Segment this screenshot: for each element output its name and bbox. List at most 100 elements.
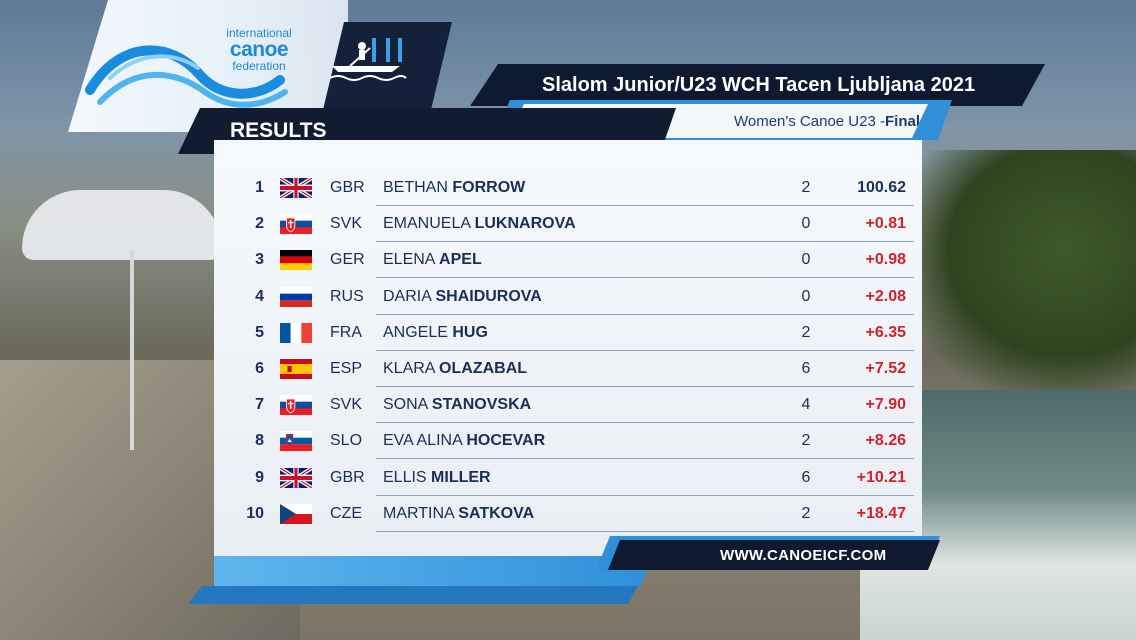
flag-ru-icon: [280, 286, 312, 307]
footer-accent-1: [214, 556, 654, 586]
nation-code: ESP: [330, 360, 363, 377]
logo-line-1: international: [226, 26, 292, 40]
last-name: MILLER: [431, 468, 491, 486]
time: +7.52: [865, 360, 906, 377]
rank: 8: [255, 432, 264, 450]
time: +18.47: [856, 504, 906, 522]
first-name: ELENA: [383, 251, 435, 269]
flag-de-icon: [280, 250, 312, 271]
flag-cz-icon: [280, 503, 312, 524]
flag-fr-icon: [280, 322, 312, 343]
last-name: LUKNAROVA: [474, 215, 576, 233]
time: 100.62: [857, 179, 906, 196]
first-name: DARIA: [383, 287, 432, 305]
athlete-name: MARTINA SATKOVA: [383, 505, 534, 523]
result-row: 2 SVK EMANUELA LUKNAROVA 0 +0.81: [238, 206, 914, 243]
rank: 3: [255, 251, 264, 269]
time: +2.08: [865, 287, 906, 305]
rank: 7: [255, 396, 264, 414]
phase-label: Final: [884, 112, 920, 130]
athlete-name: SONA STANOVSKA: [383, 396, 531, 414]
last-name: HUG: [452, 323, 488, 341]
penalties: 6: [801, 360, 811, 377]
time: +0.98: [865, 251, 906, 269]
flag-si-icon: [280, 431, 312, 452]
logo-line-3: federation: [232, 59, 286, 73]
athlete-name: EMANUELA LUKNAROVA: [383, 215, 576, 233]
nation-code: RUS: [330, 287, 364, 305]
logo-line-2: canoe: [229, 38, 289, 61]
first-name: SONA: [383, 396, 428, 414]
athlete-name: KLARA OLAZABAL: [383, 360, 527, 378]
rank: 10: [246, 504, 264, 522]
icf-wave-logo-icon: [85, 45, 288, 108]
result-row: 1 GBR BETHAN FORROW 2 100.62: [238, 170, 914, 206]
time: +10.21: [856, 468, 906, 486]
rank: 1: [255, 179, 264, 196]
category-label: Women's Canoe U23 -: [733, 112, 885, 130]
result-row: 4 RUS DARIA SHAIDUROVA 0 +2.08: [238, 279, 914, 315]
row-separator: [376, 530, 914, 532]
row-separator: [376, 241, 914, 243]
first-name: BETHAN: [383, 179, 448, 196]
time: +8.26: [865, 432, 906, 450]
first-name: EMANUELA: [383, 215, 471, 233]
result-row: 8 SLO EVA ALINA HOCEVAR 2 +8.26: [238, 423, 914, 460]
row-separator: [376, 277, 914, 279]
last-name: SATKOVA: [458, 504, 535, 522]
penalties: 2: [801, 323, 811, 341]
flag-es-icon: [280, 359, 312, 379]
penalties: 2: [801, 179, 811, 196]
row-separator: [376, 313, 914, 315]
rank: 6: [255, 360, 264, 377]
nation-code: CZE: [330, 504, 362, 522]
last-name: STANOVSKA: [431, 396, 532, 414]
result-row: 6 ESP KLARA OLAZABAL 6 +7.52: [238, 351, 914, 387]
row-separator: [376, 205, 914, 206]
first-name: ELLIS: [383, 468, 427, 486]
row-separator: [376, 386, 914, 387]
result-row: 10 CZE MARTINA SATKOVA 2 +18.47: [238, 496, 914, 532]
flag-sk-icon: [280, 395, 312, 416]
last-name: SHAIDUROVA: [435, 287, 542, 305]
penalties: 4: [801, 396, 811, 414]
nation-code: GER: [330, 251, 365, 269]
row-separator: [376, 349, 914, 351]
first-name: MARTINA: [383, 504, 454, 522]
time: +6.35: [865, 323, 906, 341]
result-row: 3 GER ELENA APEL 0 +0.98: [238, 242, 914, 279]
nation-code: GBR: [330, 179, 365, 196]
umbrella-pole: [130, 250, 134, 450]
row-separator: [376, 494, 914, 496]
athlete-name: ANGELE HUG: [383, 324, 488, 342]
athlete-name: ELLIS MILLER: [383, 469, 491, 487]
result-row: 7 SVK SONA STANOVSKA 4 +7.90: [238, 387, 914, 424]
penalties: 0: [801, 215, 811, 233]
athlete-name: BETHAN FORROW: [383, 179, 525, 197]
rank: 2: [255, 215, 264, 233]
umbrella: [22, 190, 222, 260]
athlete-name: ELENA APEL: [383, 251, 482, 269]
rank: 4: [255, 287, 264, 305]
nation-code: GBR: [330, 468, 365, 486]
last-name: HOCEVAR: [466, 432, 546, 450]
row-separator: [376, 458, 914, 460]
first-name: KLARA: [383, 360, 435, 377]
penalties: 6: [801, 468, 811, 486]
nation-code: SLO: [330, 432, 363, 450]
penalties: 2: [801, 504, 811, 522]
flag-gb-icon: [280, 178, 312, 198]
rank: 5: [255, 323, 264, 341]
trees: [900, 150, 1136, 400]
result-row: 5 FRA ANGELE HUG 2 +6.35: [238, 315, 914, 351]
website-url: WWW.CANOEICF.COM: [608, 540, 940, 570]
last-name: OLAZABAL: [439, 360, 528, 377]
flag-gb-icon: [280, 467, 312, 488]
footer-accent-2: [188, 586, 638, 604]
nation-code: FRA: [330, 323, 362, 341]
icf-logo-text: international canoe federation: [214, 27, 304, 72]
result-row: 9 GBR ELLIS MILLER 6 +10.21: [238, 460, 914, 496]
nation-code: SVK: [330, 215, 363, 233]
rank: 9: [255, 468, 264, 486]
first-name: ANGELE: [383, 323, 448, 341]
